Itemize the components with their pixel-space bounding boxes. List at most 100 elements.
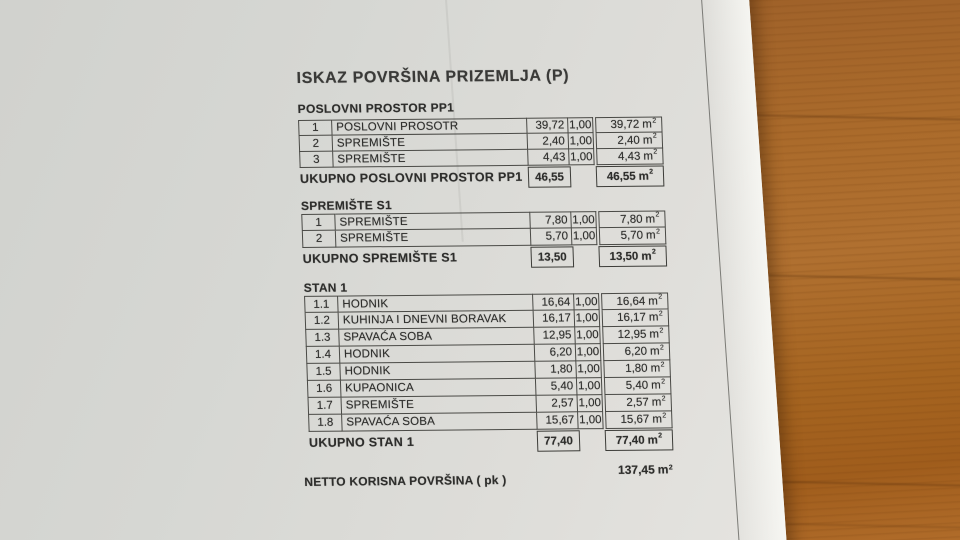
result-value: 4,43 <box>617 150 641 163</box>
area-value-cell: 16,17 <box>533 310 576 328</box>
row-number-cell: 1.8 <box>308 414 343 432</box>
room-name-cell: KUHINJA I DNEVNI BORAVAK <box>338 310 535 330</box>
unit-exponent: 2 <box>668 464 673 472</box>
total-label: UKUPNO POSLOVNI PROSTOR PP1 <box>299 169 523 186</box>
unit-exponent: 2 <box>660 360 665 369</box>
result-cell: 2,57 m 2 <box>604 394 673 413</box>
room-name-cell: POSLOVNI PROSOTR <box>332 117 528 136</box>
section-poslovni-prostor: POSLOVNI PROSTOR PP1 1 POSLOVNI PROSOTR … <box>297 98 665 189</box>
area-table: 1 POSLOVNI PROSOTR 39,72 1,00 39,72 m 2 2 … <box>298 116 664 168</box>
section-stan-1: STAN 1 1.1 HODNIK 16,64 1,00 16,64 m 2 1.2… <box>304 277 674 453</box>
total-result-box: 13,50 m 2 <box>598 245 668 268</box>
area-value-cell: 4,43 <box>528 149 570 166</box>
unit-label: m <box>651 396 662 409</box>
unit-exponent: 2 <box>658 432 663 440</box>
result-value: 16,17 <box>616 311 647 324</box>
coefficient-cell: 1,00 <box>575 327 601 345</box>
row-number-cell: 1.4 <box>305 346 341 364</box>
coefficient-cell: 1,00 <box>574 293 600 311</box>
result-cell: 7,80 m 2 <box>598 210 666 229</box>
area-value-cell: 1,80 <box>535 361 577 379</box>
room-name-cell: SPREMIŠTE <box>333 149 529 168</box>
page-title: ISKAZ POVRŠINA PRIZEMLJA (P) <box>296 67 570 87</box>
unit-label: m <box>647 434 659 447</box>
unit-label: m <box>641 250 652 263</box>
row-number-cell: 1.1 <box>304 295 339 313</box>
room-name-cell: SPREMIŠTE <box>332 133 529 152</box>
result-cell: 5,40 m 2 <box>603 377 672 396</box>
result-cell: 16,17 m 2 <box>601 309 670 328</box>
room-name-cell: KUPAONICA <box>340 378 537 398</box>
room-name-cell: HODNIK <box>340 361 536 381</box>
unit-exponent: 2 <box>661 377 666 386</box>
unit-label: m <box>649 328 660 341</box>
unit-exponent: 2 <box>653 148 658 156</box>
coefficient-cell: 1,00 <box>568 117 594 134</box>
room-name-cell: SPREMIŠTE <box>335 228 532 248</box>
total-result-value: 13,50 <box>609 250 639 263</box>
area-value-cell: 2,57 <box>536 395 579 413</box>
coefficient-cell: 1,00 <box>574 310 601 328</box>
result-cell: 6,20 m 2 <box>602 343 671 362</box>
unit-exponent: 2 <box>658 293 663 301</box>
unit-exponent: 2 <box>661 394 666 403</box>
unit-label: m <box>648 311 659 324</box>
total-result-value: 77,40 <box>615 434 645 447</box>
total-label: UKUPNO STAN 1 <box>308 434 415 450</box>
section-label: POSLOVNI PROSTOR PP1 <box>297 100 455 116</box>
unit-label: m <box>648 295 659 308</box>
result-cell: 2,40 m 2 <box>595 132 664 150</box>
room-name-cell: SPAVAĆA SOBA <box>339 327 535 347</box>
unit-label: m <box>657 462 669 477</box>
area-value-cell: 5,70 <box>530 228 573 246</box>
unit-exponent: 2 <box>649 168 654 176</box>
area-value-cell: 16,64 <box>533 293 575 311</box>
row-number-cell: 2 <box>301 230 337 248</box>
result-cell: 5,70 m 2 <box>598 227 667 246</box>
result-cell: 4,43 m 2 <box>596 148 664 166</box>
area-table: 1 SPREMIŠTE 7,80 1,00 7,80 m 2 2 SPREMIŠTE… <box>301 210 667 248</box>
result-value: 5,40 <box>625 379 649 392</box>
unit-exponent: 2 <box>659 326 664 335</box>
unit-exponent: 2 <box>655 211 660 219</box>
document-content: ISKAZ POVRŠINA PRIZEMLJA (P) POSLOVNI PR… <box>296 56 692 520</box>
room-name-cell: HODNIK <box>339 344 536 364</box>
section-label: STAN 1 <box>303 280 348 295</box>
row-number-cell: 1.3 <box>305 329 340 347</box>
unit-label: m <box>642 134 653 147</box>
result-cell: 16,64 m 2 <box>601 292 669 311</box>
coefficient-cell: 1,00 <box>575 344 602 362</box>
room-name-cell: SPREMIŠTE <box>341 395 538 415</box>
area-value-cell: 7,80 <box>530 211 572 229</box>
section-total-row: UKUPNO STAN 1 77,40 77,40 m 2 <box>309 428 674 453</box>
total-area-box: 77,40 <box>536 430 581 452</box>
section-label: SPREMIŠTE S1 <box>300 198 393 213</box>
unit-label: m <box>652 413 663 426</box>
unit-exponent: 2 <box>655 228 661 236</box>
unit-label: m <box>649 345 660 358</box>
row-number-cell: 1.2 <box>304 312 340 330</box>
result-value: 7,80 <box>619 213 643 226</box>
coefficient-cell: 1,00 <box>571 228 598 246</box>
netto-area-label: NETTO KORISNA POVRŠINA ( pk ) <box>304 473 507 489</box>
coefficient-cell: 1,00 <box>578 412 604 430</box>
result-value: 2,57 <box>626 396 649 409</box>
room-name-cell: SPAVAĆA SOBA <box>342 412 538 432</box>
row-number-cell: 2 <box>298 135 334 152</box>
unit-exponent: 2 <box>652 117 657 125</box>
result-cell: 15,67 m 2 <box>605 411 673 430</box>
unit-exponent: 2 <box>651 248 656 256</box>
unit-label: m <box>643 150 654 163</box>
total-area-box: 46,55 <box>527 166 572 188</box>
area-value-cell: 12,95 <box>534 327 576 345</box>
row-number-cell: 1.6 <box>306 380 342 398</box>
area-table: 1.1 HODNIK 16,64 1,00 16,64 m 2 1.2 KUHINJ… <box>304 292 673 432</box>
result-value: 15,67 <box>620 413 650 426</box>
coefficient-cell: 1,00 <box>568 133 595 150</box>
netto-area-value: 137,45 m2 <box>618 462 673 477</box>
row-number-cell: 1 <box>298 119 333 136</box>
total-label: UKUPNO SPREMIŠTE S1 <box>302 250 458 266</box>
section-total-row: UKUPNO SPREMIŠTE S1 13,50 13,50 m 2 <box>302 244 668 269</box>
result-cell: 39,72 m 2 <box>595 116 663 134</box>
row-number-cell: 1.7 <box>307 397 343 415</box>
